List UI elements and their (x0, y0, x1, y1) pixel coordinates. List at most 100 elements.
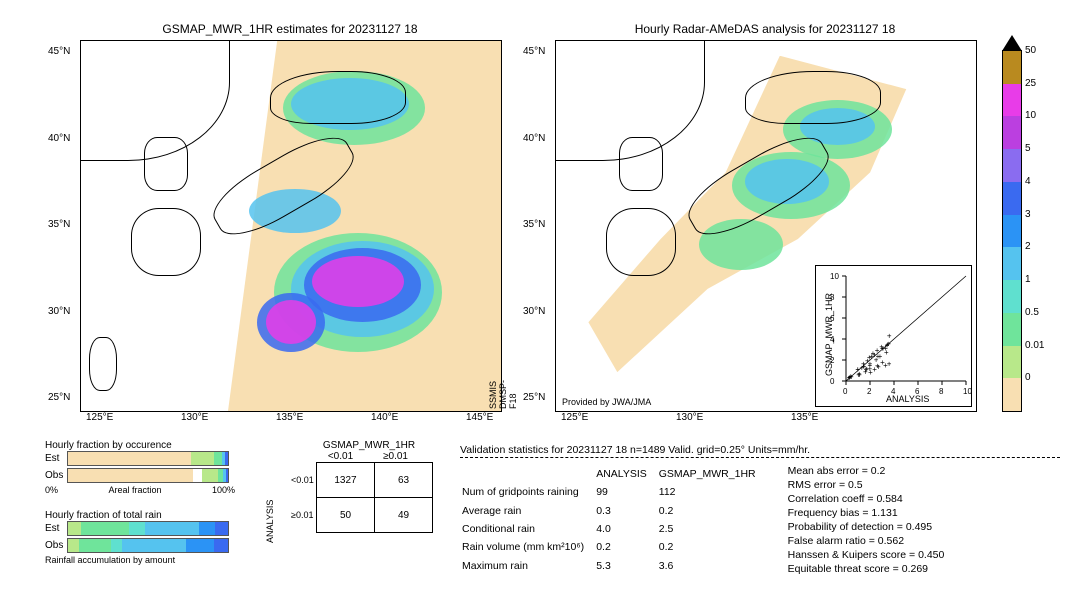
table-row: Average rain0.30.2 (462, 503, 766, 519)
val-row-b: 0.2 (659, 503, 766, 519)
coast (270, 71, 406, 125)
colorbar-label: 10 (1025, 110, 1036, 121)
ct-col-title: GSMAP_MWR_1HR (305, 440, 433, 451)
bar-seg (79, 539, 111, 552)
ct-col-head-1: ≥0.01 (368, 451, 423, 462)
bar-seg (191, 452, 213, 465)
x-tick: 130°E (181, 412, 208, 423)
colorbar-label: 2 (1025, 241, 1031, 252)
frac-rain-footer: Rainfall accumulation by amount (45, 555, 235, 565)
bar-seg (199, 522, 215, 535)
colorbar-label: 0.01 (1025, 340, 1044, 351)
left-map-bg (81, 41, 501, 411)
colorbar-seg (1003, 84, 1021, 117)
svg-text:10: 10 (830, 272, 839, 281)
val-row-label: Maximum rain (462, 558, 594, 574)
bar-seg (122, 539, 186, 552)
coast (131, 208, 200, 277)
y-tick: 35°N (48, 219, 70, 230)
validation-title: Validation statistics for 20231127 18 n=… (460, 444, 1060, 458)
bar-row-label: Est (45, 453, 67, 464)
colorbar-seg (1003, 378, 1021, 411)
scatter-xlabel: ANALYSIS (886, 394, 929, 404)
scatter-point: + (887, 331, 892, 340)
colorbar: 502510543210.50.010 (1002, 50, 1022, 412)
ct-cell-10: 50 (317, 498, 375, 533)
bar (67, 521, 229, 536)
map-credit: Provided by JWA/JMA (562, 397, 651, 407)
svg-text:0: 0 (830, 377, 835, 386)
coast (745, 71, 881, 125)
bar-seg (68, 469, 193, 482)
val-row-b: 2.5 (659, 521, 766, 537)
scatter-point: + (875, 346, 880, 355)
scatter-point: + (855, 365, 860, 374)
svg-text:10: 10 (963, 387, 971, 396)
side-text-top: DMSP-F18 (498, 380, 518, 409)
val-col-head-0: ANALYSIS (596, 466, 657, 482)
colorbar-seg (1003, 346, 1021, 379)
metric-line: Mean abs error = 0.2 (788, 464, 945, 478)
bar-seg (145, 522, 199, 535)
val-row-label: Conditional rain (462, 521, 594, 537)
table-row: Rain volume (mm km²10⁶)0.20.2 (462, 539, 766, 555)
bar (67, 451, 229, 466)
val-row-a: 99 (596, 484, 657, 500)
bar-row-label: Obs (45, 540, 67, 551)
colorbar-arrow (1002, 35, 1022, 51)
coast (81, 41, 230, 161)
metric-line: False alarm ratio = 0.562 (788, 534, 945, 548)
scatter-point: + (848, 372, 853, 381)
frac-occ-axis-label: Areal fraction (108, 485, 161, 495)
bar-seg (226, 469, 228, 482)
coast (606, 208, 675, 277)
colorbar-label: 4 (1025, 176, 1031, 187)
metric-line: Correlation coeff = 0.584 (788, 492, 945, 506)
coast (556, 41, 705, 161)
right-map-title: Hourly Radar-AMeDAS analysis for 2023112… (555, 22, 975, 36)
colorbar-seg (1003, 313, 1021, 346)
frac-occ-chart: Hourly fraction by occurence EstObs 0% A… (45, 440, 235, 495)
colorbar-seg (1003, 149, 1021, 182)
val-row-b: 112 (659, 484, 766, 500)
x-tick: 125°E (561, 412, 588, 423)
frac-occ-title: Hourly fraction by occurence (45, 440, 235, 451)
val-row-a: 4.0 (596, 521, 657, 537)
metric-line: Probability of detection = 0.495 (788, 520, 945, 534)
x-tick: 145°E (466, 412, 493, 423)
precip-blob (312, 256, 404, 308)
bar-row-label: Obs (45, 470, 67, 481)
bar-seg (193, 469, 203, 482)
bar-row: Est (45, 521, 235, 536)
table-row: Num of gridpoints raining99112 (462, 484, 766, 500)
svg-text:8: 8 (939, 387, 944, 396)
bar-seg (215, 522, 228, 535)
y-tick: 40°N (48, 133, 70, 144)
y-tick: 30°N (523, 306, 545, 317)
y-tick: 25°N (523, 392, 545, 403)
y-tick: 25°N (48, 392, 70, 403)
bar-seg (186, 539, 213, 552)
x-tick: 140°E (371, 412, 398, 423)
validation-left-table: ANALYSISGSMAP_MWR_1HR Num of gridpoints … (460, 464, 768, 576)
val-row-label: Average rain (462, 503, 594, 519)
ct-cell-11: 49 (375, 498, 433, 533)
scatter-point: + (867, 361, 872, 370)
scatter-point: + (861, 362, 866, 371)
ct-cell-01: 63 (375, 463, 433, 498)
ct-row-title: ANALYSIS (265, 533, 347, 543)
frac-rain-title: Hourly fraction of total rain (45, 510, 235, 521)
bar-seg (214, 452, 222, 465)
left-map-title: GSMAP_MWR_1HR estimates for 20231127 18 (80, 22, 500, 36)
frac-occ-axis-right: 100% (212, 485, 235, 495)
scatter-point: + (881, 344, 886, 353)
colorbar-seg (1003, 280, 1021, 313)
y-tick: 30°N (48, 306, 70, 317)
colorbar-label: 3 (1025, 209, 1031, 220)
scatter-inset: 00224466881010 +++++++++++++++++++++++++… (815, 265, 972, 407)
bar-seg (68, 452, 191, 465)
x-tick: 135°E (791, 412, 818, 423)
bar-seg (129, 522, 145, 535)
scatter-ylabel: GSMAP_MWR_1HR (824, 293, 834, 376)
bar-seg (68, 539, 79, 552)
